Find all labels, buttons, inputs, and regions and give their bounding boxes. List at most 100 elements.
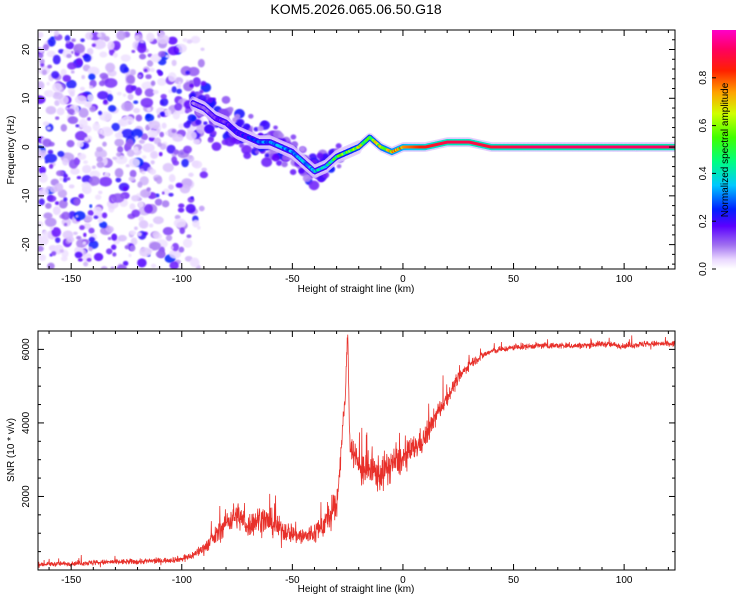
spectrogram-noise-blob [131,209,141,218]
spectrogram-noise-blob [179,184,191,194]
spectrogram-ridge-blob [206,97,214,104]
spectrogram-noise-blob [169,261,179,269]
spectrogram-ridge-blob [200,80,207,87]
spectrogram-noise-blob [97,218,104,224]
snr-panel: -150 -100 -50 0 50 100 2000 4000 6000 Height of… [6,330,676,595]
spectrogram-noise-blob [67,108,75,115]
spectrogram-noise-blob [47,149,54,155]
spectrogram-noise-blob [157,142,163,147]
spectrogram-noise-blob [155,250,165,258]
spectrogram-noise-blob [87,117,91,121]
spectrogram-noise-blob [102,141,107,147]
spectrogram-noise-blob [129,69,136,76]
spectrogram-noise-blob [172,160,180,166]
spectrogram-noise-blob [178,123,184,129]
spectrogram-noise-blob [161,191,165,195]
colorbar-ticks: 0.0 0.2 0.4 0.6 0.8 [698,70,716,276]
spectrogram-noise-blob [111,233,118,241]
spectrogram-noise-blob [100,266,108,269]
spectrogram-noise-blob [146,32,155,43]
spectrogram-noise-blob [153,194,157,198]
spectrogram-noise-blob [98,111,113,122]
spectrogram-noise-blob [176,84,180,89]
spectrogram-noise-blob [38,198,45,206]
spectrogram-noise-blob [185,203,196,214]
spectrogram-noise-blob [60,68,67,77]
spectrogram-ridge-blob [299,146,306,152]
spectrogram-noise-blob [146,107,152,112]
spectrogram-noise-blob [201,167,207,172]
spectrogram-noise-blob [142,155,147,159]
spectrogram-noise-blob [65,107,70,111]
spectrogram-noise-blob [104,78,118,88]
spectrogram-x-ticks: -150 -100 -50 0 50 100 [48,30,669,285]
spectrogram-noise-blob [59,249,64,253]
spectrogram-noise-blob [140,133,149,141]
spectrogram-noise-blob [69,91,75,97]
spectrogram-noise-blob [38,31,44,38]
spectrogram-noise-blob [49,163,54,169]
spectrogram-noise-blob [66,53,72,59]
spectrogram-noise-blob [39,58,45,64]
spectrogram-noise-blob [129,203,136,210]
spectrogram-noise-blob [77,153,87,160]
spectrogram-xtick-label: 100 [616,274,633,285]
spectrogram-noise-blob [152,231,160,239]
spectrogram-noise-blob [148,223,154,228]
spectrogram-noise-blob [105,248,113,255]
spectrogram-noise-blob [138,139,145,144]
spectrogram-noise-blob [117,234,127,242]
spectrogram-noise-blob [82,164,92,174]
spectrogram-noise-blob [55,116,60,120]
spectrogram-noise-blob [157,77,167,86]
spectrogram-noise-blob [81,75,86,80]
spectrogram-noise-blob [38,81,45,90]
spectrogram-noise-blob [62,177,68,183]
spectrogram-ridge-blob [254,150,260,155]
spectrogram-noise-blob [52,54,61,65]
spectrogram-ytick-label: -20 [21,237,32,252]
spectrogram-noise-blob [88,236,96,243]
colorbar: 0.0 0.2 0.4 0.6 0.8 Normalized spectral ampl… [698,30,736,276]
spectrogram-noise-blob [181,158,189,168]
spectrogram-y-ticks: -20 -10 0 10 20 [21,29,675,265]
colorbar-tick-label: 0.6 [698,118,709,132]
spectrogram-noise-blob [99,176,113,187]
spectrogram-noise-blob [38,173,48,183]
spectrogram-ridge-blob [290,134,297,140]
spectrogram-noise-blob [137,258,147,268]
spectrogram-noise-blob [92,206,103,214]
spectrogram-ridge-blob [335,143,342,149]
spectrogram-noise-blob [67,116,79,125]
spectrogram-noise-blob [161,200,170,208]
spectrogram-noise-blob [112,156,118,161]
spectrogram-noise-blob [91,43,96,47]
spectrogram-xtick-label: -150 [61,274,81,285]
spectrogram-noise-blob [96,146,103,152]
spectrogram-noise-blob [46,195,57,203]
spectrogram-noise-blob [107,236,112,241]
spectrogram-noise-blob [74,251,83,259]
spectrogram-ridge-blob [227,106,234,113]
spectrogram-noise-blob [51,71,60,79]
spectrogram-ytick-label: 20 [21,44,32,56]
spectrogram-noise-blob [102,212,108,219]
spectrogram-noise-blob [200,47,205,51]
spectrogram-noise-blob [112,252,117,257]
spectrogram-ridge-blob [239,143,245,148]
spectrogram-noise-blob [150,80,156,86]
spectrogram-ridge-blob [289,169,297,176]
spectrogram-noise-blob [115,155,128,165]
spectrogram-ytick-label: -10 [21,188,32,203]
spectrogram-noise-blob [117,146,124,153]
spectrogram-ridge-blob [199,89,204,94]
snr-xtick-label: -50 [285,575,300,586]
spectrogram-noise-blob [128,253,132,258]
spectrogram-noise-blob [168,192,174,197]
snr-x-ticks: -150 -100 -50 0 50 100 [48,331,669,586]
spectrogram-noise-blob [38,245,44,252]
spectrogram-noise-blob [185,130,197,141]
spectrogram-ridge-blob [190,92,197,98]
spectrogram-noise-blob [105,62,116,73]
spectrogram-noise-blob [66,40,70,44]
